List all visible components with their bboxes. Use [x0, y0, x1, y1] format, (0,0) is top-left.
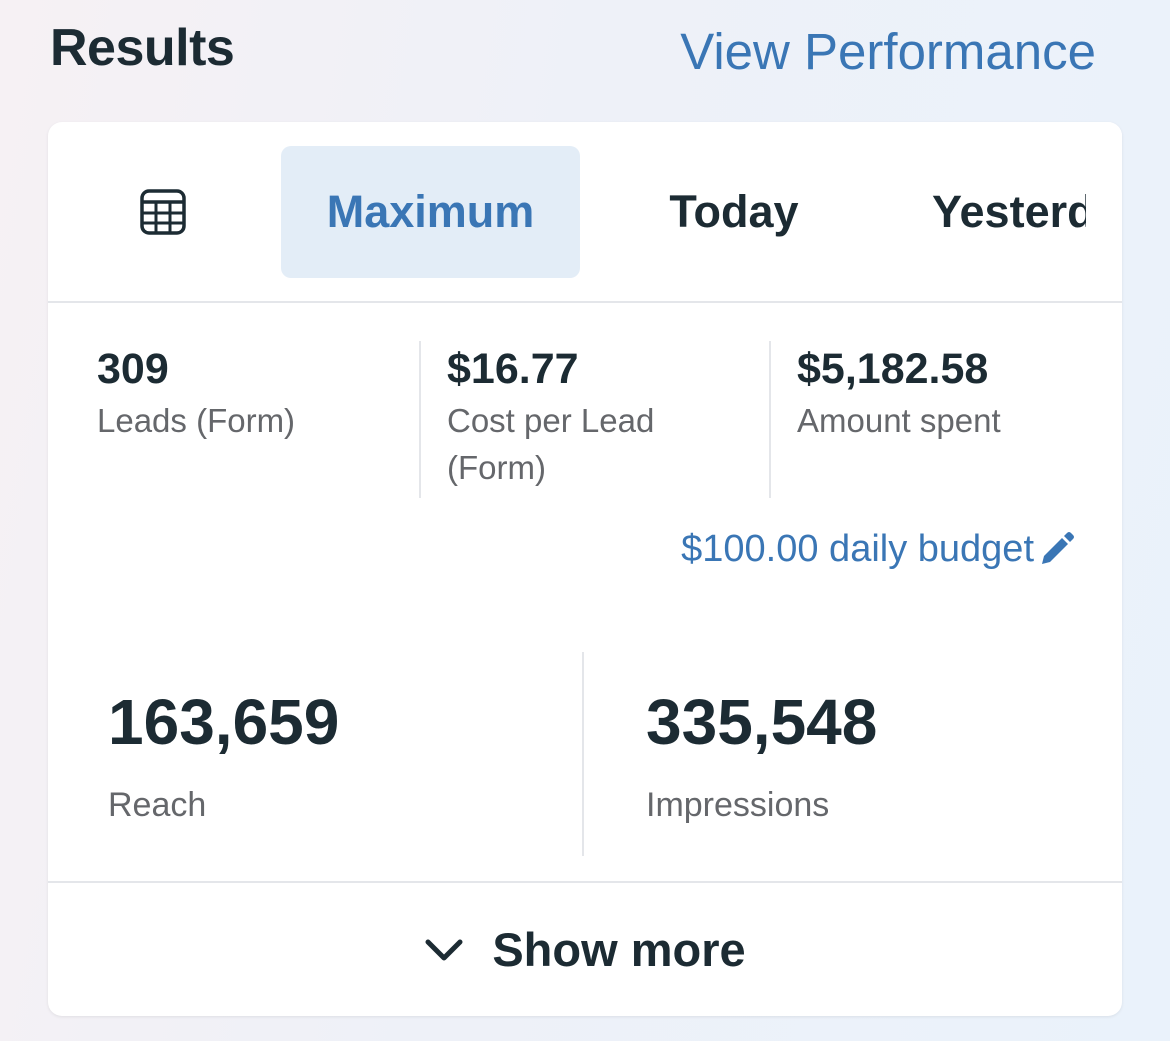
- stat-leads: 309 Leads (Form): [97, 341, 397, 444]
- stat-value: 335,548: [646, 686, 878, 758]
- stat-value: $16.77: [447, 345, 579, 393]
- stat-cost-per-lead: $16.77 Cost per Lead (Form): [447, 341, 747, 491]
- divider: [769, 341, 771, 498]
- tab-calendar[interactable]: [88, 146, 238, 278]
- page-title: Results: [50, 19, 235, 77]
- pencil-icon: [1042, 531, 1074, 564]
- reach-impressions-row: 163,659 Reach 335,548 Impressions: [48, 652, 1122, 882]
- daily-budget-link[interactable]: $100.00 daily budget: [681, 528, 1076, 571]
- divider: [419, 341, 421, 498]
- show-more-label: Show more: [492, 923, 746, 976]
- stat-value: 309: [97, 345, 169, 393]
- chevron-down-icon: [425, 939, 463, 960]
- stat-label: Leads (Form): [97, 402, 296, 439]
- results-card: Maximum Today Yesterday 309 Leads (Form)…: [48, 122, 1122, 1016]
- tab-yesterday[interactable]: Yesterday: [932, 186, 1090, 237]
- divider: [582, 652, 584, 856]
- tabs-fade: [1086, 122, 1122, 301]
- stat-impressions: 335,548 Impressions: [646, 682, 877, 825]
- show-more-button[interactable]: Show more: [48, 881, 1122, 1016]
- stat-value: 163,659: [108, 686, 340, 758]
- stat-label: Impressions: [646, 786, 830, 824]
- stat-reach: 163,659 Reach: [108, 682, 339, 825]
- stat-label: Reach: [108, 786, 207, 824]
- tab-maximum[interactable]: Maximum: [281, 146, 580, 278]
- view-performance-link[interactable]: View Performance: [680, 23, 1096, 80]
- date-range-tabs: Maximum Today Yesterday: [48, 122, 1122, 303]
- stat-label: Cost per Lead (Form): [447, 402, 655, 486]
- stat-value: $5,182.58: [797, 345, 989, 393]
- stat-label: Amount spent: [797, 402, 1001, 439]
- stats-row: 309 Leads (Form) $16.77 Cost per Lead (F…: [48, 305, 1122, 525]
- calendar-grid-icon: [140, 189, 186, 235]
- results-header: Results View Performance: [0, 0, 1170, 110]
- daily-budget-text: $100.00 daily budget: [681, 528, 1034, 570]
- tab-today[interactable]: Today: [669, 186, 799, 237]
- stat-amount-spent: $5,182.58 Amount spent: [797, 341, 1107, 444]
